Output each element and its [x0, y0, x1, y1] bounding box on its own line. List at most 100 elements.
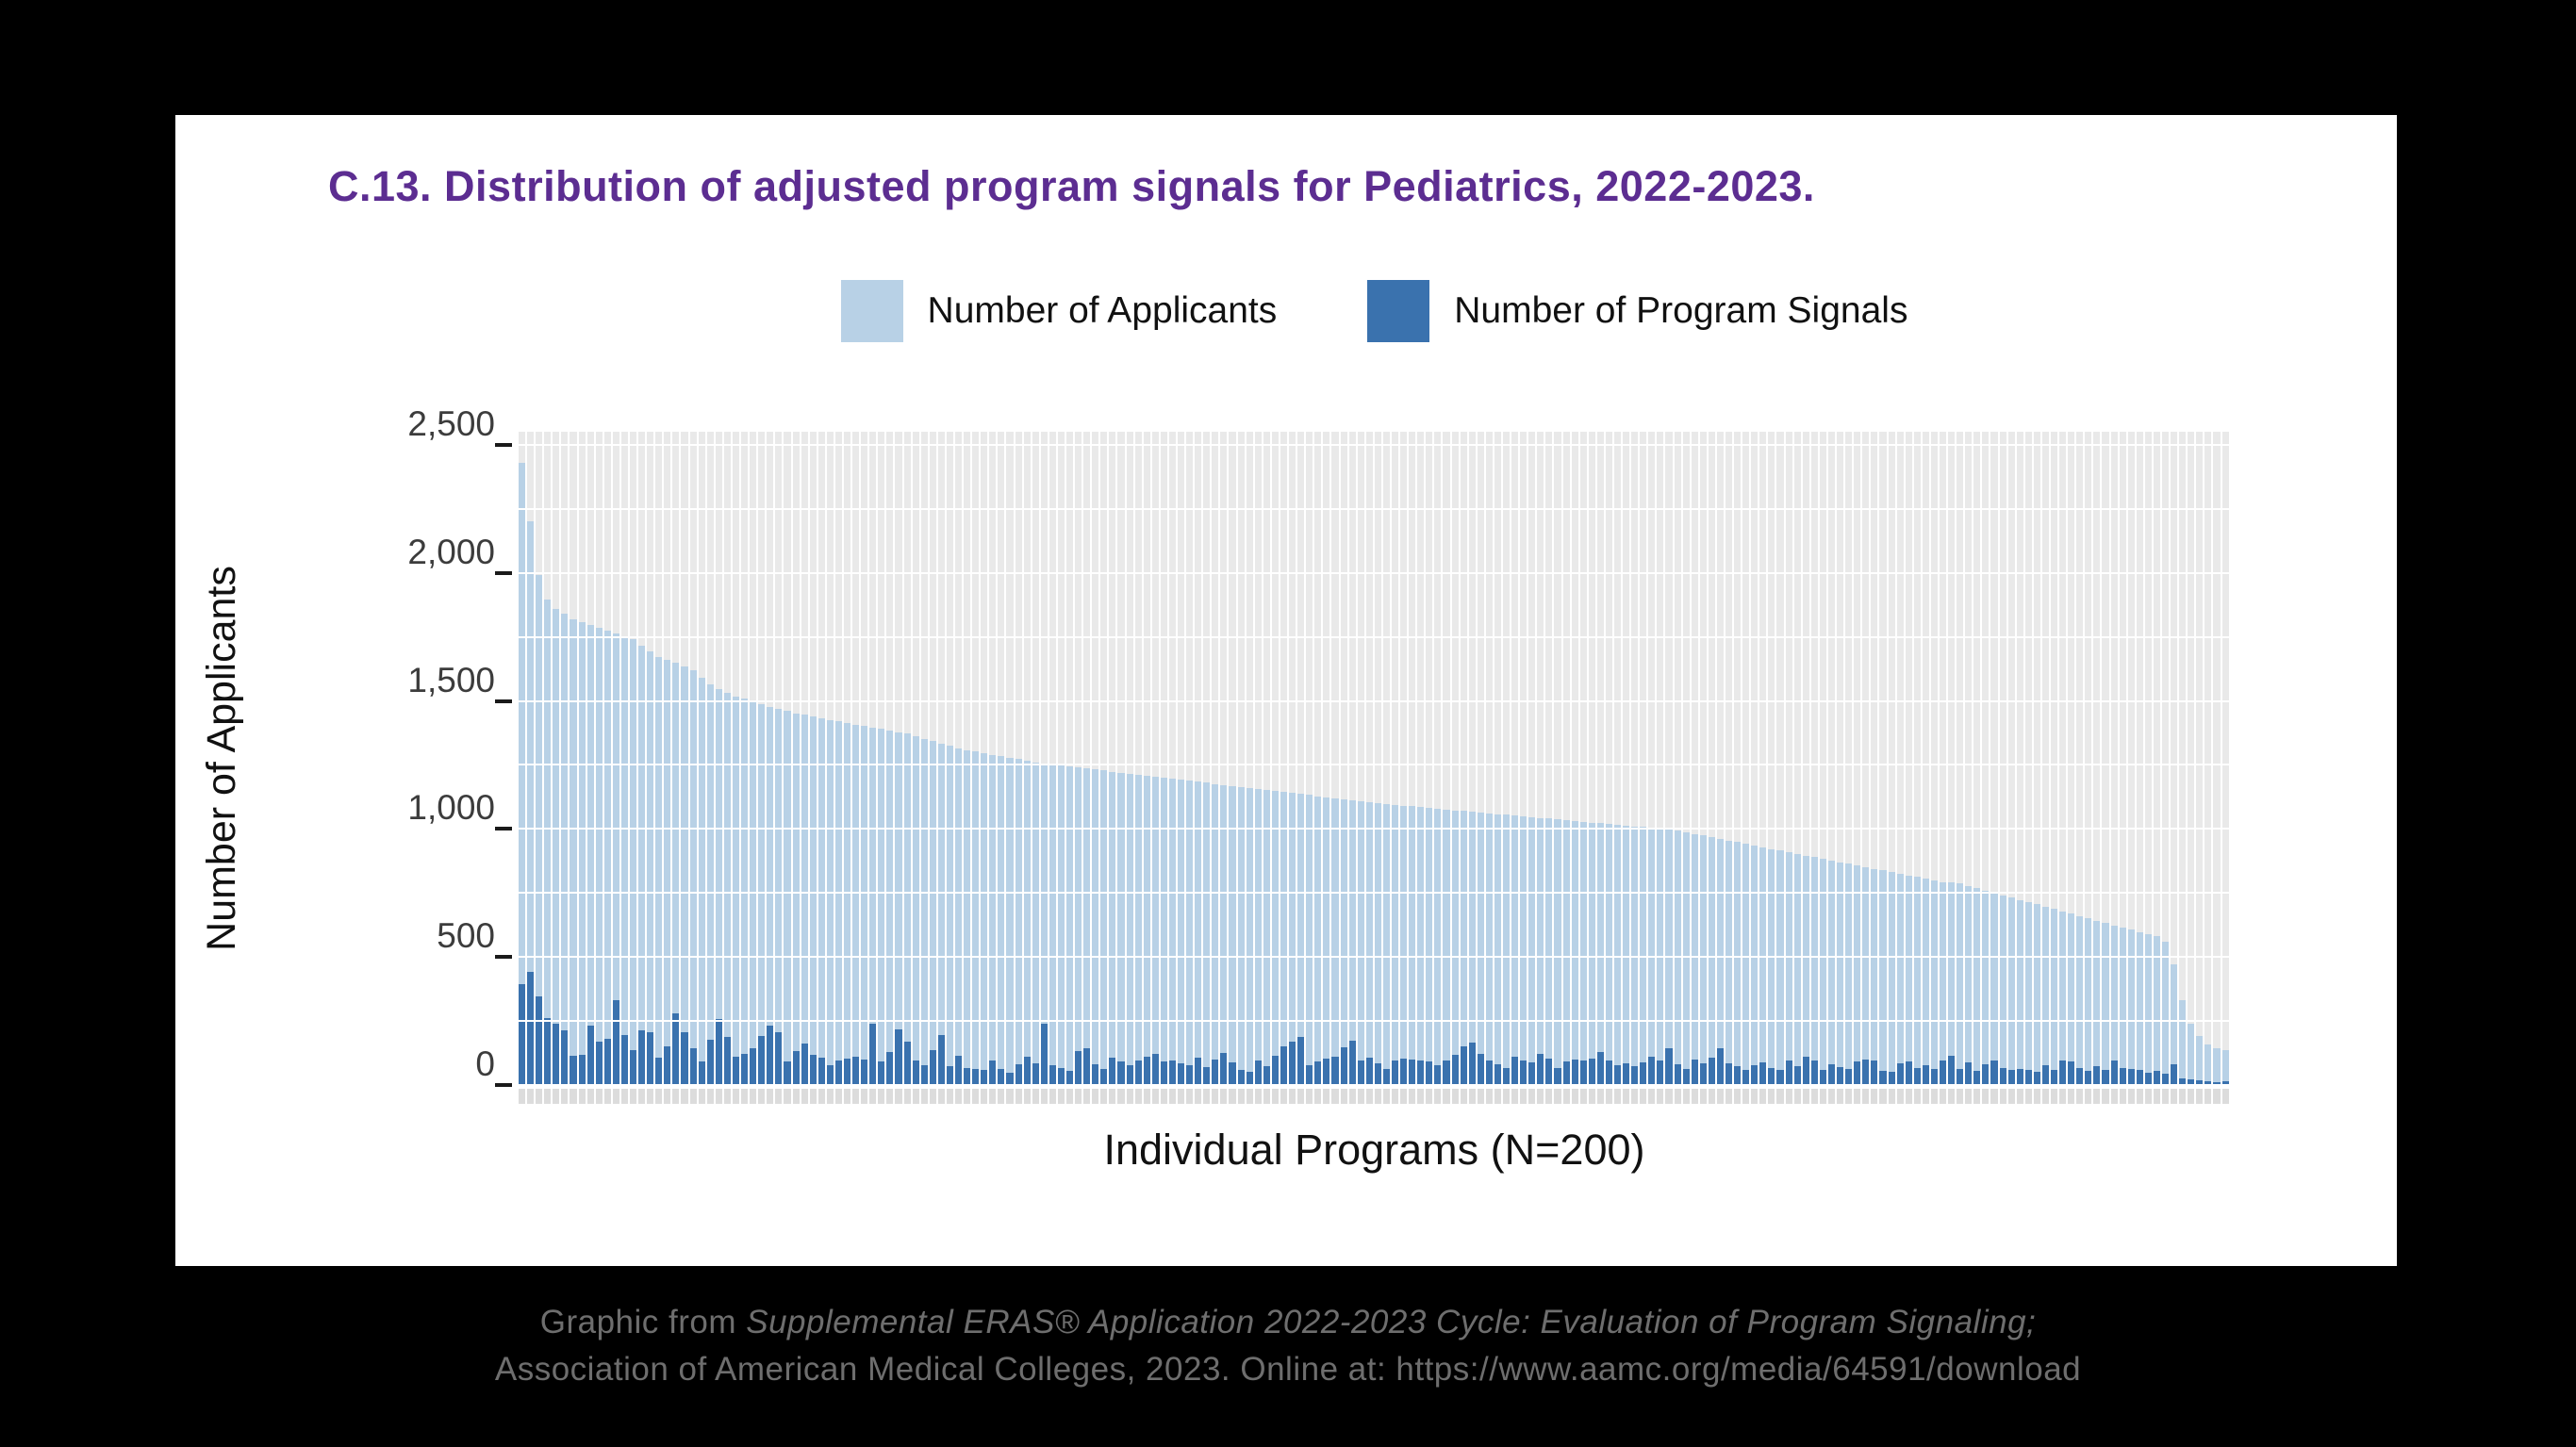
panel-stripe: [2221, 432, 2229, 1085]
y-axis-tick: [495, 699, 512, 703]
program-slot: [2084, 432, 2092, 1104]
panel-stripe: [2119, 432, 2126, 1085]
x-axis-tick: [1930, 1089, 1938, 1104]
x-axis-tick: [1648, 1089, 1656, 1104]
program-slot: [2153, 432, 2161, 1104]
signals-legend-label: Number of Program Signals: [1454, 290, 1908, 331]
signals-bar: [1160, 1061, 1167, 1085]
x-axis-tick: [1682, 1089, 1690, 1104]
panel-stripe: [1229, 432, 1236, 1085]
panel-stripe: [1699, 432, 1707, 1085]
panel-stripe: [1785, 432, 1792, 1085]
y-axis-tick: [495, 442, 512, 447]
panel-stripe: [1203, 432, 1211, 1085]
x-axis-tick: [998, 1089, 1005, 1104]
x-axis-tick: [1579, 1089, 1587, 1104]
y-axis-title: Number of Applicants: [198, 566, 244, 951]
x-axis-tick: [2110, 1089, 2118, 1104]
applicants-bar: [553, 608, 560, 1085]
panel-stripe: [1117, 432, 1125, 1085]
applicants-bar: [1785, 852, 1792, 1085]
program-slot: [1725, 432, 1733, 1104]
applicants-bar: [912, 736, 919, 1085]
x-axis-tick: [1948, 1089, 1956, 1104]
program-slot: [586, 432, 595, 1104]
x-axis-tick: [809, 1089, 817, 1104]
x-axis-tick: [630, 1089, 637, 1104]
panel-stripe: [1271, 432, 1279, 1085]
panel-stripe: [1160, 432, 1167, 1085]
program-slot: [1964, 432, 1973, 1104]
signals-bar: [861, 1059, 868, 1085]
program-slot: [1305, 432, 1313, 1104]
program-slot: [671, 432, 680, 1104]
signals-bar: [1195, 1058, 1202, 1085]
signals-bar: [586, 1025, 594, 1085]
x-axis-tick: [1263, 1089, 1270, 1104]
applicants-bar: [1212, 783, 1219, 1085]
program-slot: [2161, 432, 2170, 1104]
applicants-bar: [638, 645, 646, 1085]
panel-stripe: [2033, 432, 2040, 1085]
applicants-bar: [1049, 764, 1056, 1085]
x-axis-tick: [1151, 1089, 1159, 1104]
x-axis-tick: [1066, 1089, 1074, 1104]
program-slot: [1647, 432, 1656, 1104]
x-axis-tick: [1032, 1089, 1039, 1104]
x-axis-tick: [801, 1089, 808, 1104]
panel-stripe: [1306, 432, 1313, 1085]
x-axis-tick: [834, 1089, 842, 1104]
panel-stripe: [2041, 432, 2049, 1085]
panel-stripe: [1520, 432, 1527, 1085]
program-slot: [1057, 432, 1065, 1104]
panel-stripe: [1554, 432, 1561, 1085]
applicants-swatch: [840, 280, 903, 342]
applicants-bar: [817, 718, 825, 1085]
applicants-bar: [620, 636, 629, 1085]
applicants-bar: [1810, 857, 1818, 1085]
signals-bar: [1168, 1060, 1177, 1085]
program-slot: [1254, 432, 1263, 1104]
signals-bar: [784, 1061, 791, 1085]
gridline: [518, 764, 2231, 766]
signals-bar: [2024, 1070, 2032, 1085]
x-axis-tick: [1819, 1089, 1826, 1104]
signals-bar: [1648, 1056, 1656, 1085]
panel-stripe: [1066, 432, 1074, 1085]
program-slot: [1596, 432, 1605, 1104]
x-axis-tick: [2171, 1089, 2178, 1104]
x-axis-tick: [2213, 1089, 2221, 1104]
x-axis-tick: [1511, 1089, 1519, 1104]
x-axis-tick: [1827, 1089, 1836, 1104]
signals-bar: [2007, 1070, 2015, 1085]
program-slot: [2187, 432, 2195, 1104]
signals-bar: [1562, 1061, 1570, 1085]
panel-stripe: [1614, 432, 1622, 1085]
x-axis-tick: [1340, 1089, 1347, 1104]
x-axis-tick: [1040, 1089, 1048, 1104]
signals-bar: [1280, 1046, 1288, 1085]
applicants-bar: [809, 716, 817, 1085]
panel-stripe: [1999, 432, 2006, 1085]
panel-stripe: [1237, 432, 1245, 1085]
program-slot: [1553, 432, 1561, 1104]
program-slot: [1990, 432, 1998, 1104]
x-axis-tick: [1297, 1089, 1305, 1104]
panel-stripe: [1331, 432, 1339, 1085]
program-slot: [1742, 432, 1750, 1104]
applicants-bar: [1845, 863, 1853, 1085]
x-axis-tick: [1896, 1089, 1904, 1104]
panel-stripe: [1768, 432, 1775, 1085]
x-axis-tick: [723, 1089, 731, 1104]
applicants-bar: [1742, 844, 1750, 1085]
panel-stripe: [1751, 432, 1759, 1085]
program-slot: [1527, 432, 1536, 1104]
panel-stripe: [1588, 432, 1595, 1085]
panel-stripe: [1374, 432, 1381, 1085]
program-slot: [1408, 432, 1416, 1104]
x-axis-tick: [527, 1089, 535, 1104]
program-slot: [2016, 432, 2024, 1104]
program-slot: [1956, 432, 1964, 1104]
x-axis-tick: [1168, 1089, 1177, 1104]
applicants-bar: [1588, 822, 1595, 1085]
